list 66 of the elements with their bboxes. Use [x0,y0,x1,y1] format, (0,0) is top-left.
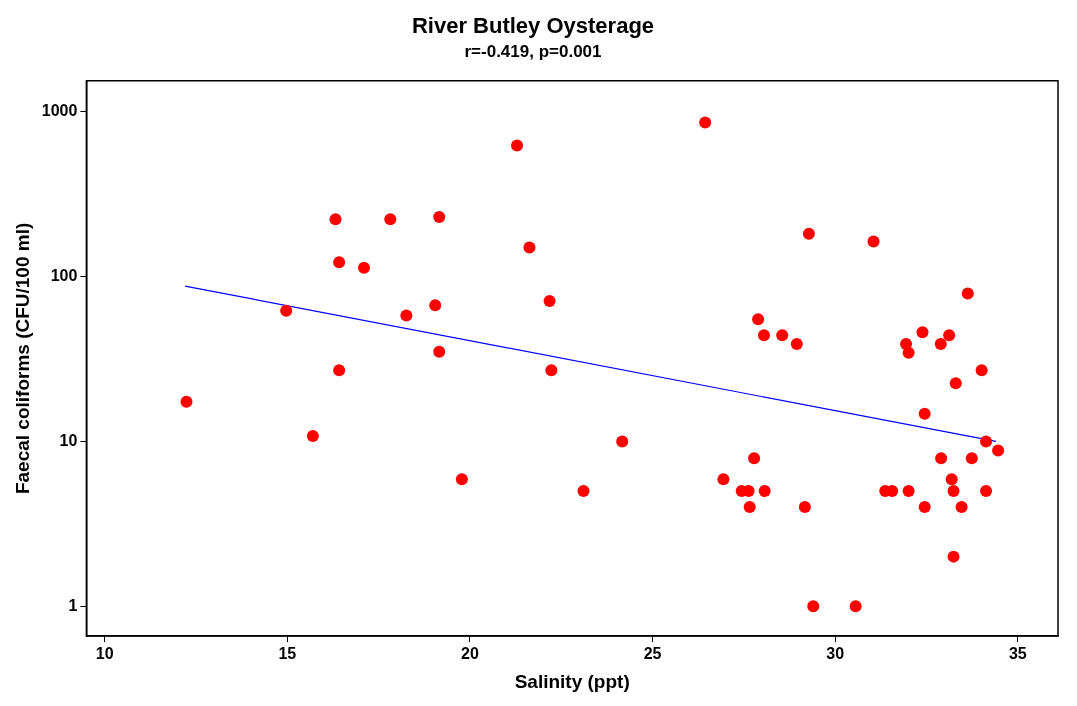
point [743,501,756,514]
point [934,337,947,350]
x-tick-label: 35 [1008,645,1027,663]
point [333,364,346,377]
point [945,473,958,486]
point [752,313,765,326]
point [802,227,815,240]
point [947,550,960,563]
point [807,600,820,613]
point [965,452,978,465]
point [329,213,342,226]
point [358,261,370,274]
point [947,485,960,498]
chart-subtitle: r=-0.419, p=0.001 [464,42,602,62]
x-tick-label: 25 [643,645,662,663]
point [980,435,993,448]
point [433,210,446,223]
point [545,364,558,377]
y-tick-label: 1000 [41,102,78,120]
point [455,473,468,486]
point [790,337,803,350]
point [699,116,712,129]
point [935,452,948,465]
x-tick-label: 15 [278,645,297,663]
y-tick-label: 1 [68,596,78,614]
chart-title: River Butley Oysterage [411,13,655,39]
x-axis-title: Salinity (ppt) [514,670,630,692]
point [798,501,811,514]
x-tick-label: 20 [461,645,479,663]
point [918,407,931,420]
point [961,287,974,300]
point [433,345,446,358]
point [918,501,931,514]
point [717,473,730,486]
point [980,485,993,498]
y-tick-label: 100 [50,266,78,284]
point [400,309,413,322]
point [616,435,629,448]
point [949,377,962,390]
point [776,329,789,342]
point [429,299,442,312]
point [511,139,524,152]
point [916,326,929,339]
point [306,429,319,442]
y-axis-title: Faecal coliforms (CFU/100 ml) [11,222,33,495]
point [955,501,968,514]
x-tick-label: 10 [95,645,114,663]
point [333,256,346,269]
point [543,295,556,308]
point [902,485,915,498]
point [902,346,915,359]
y-tick-label: 10 [59,431,78,449]
point [757,329,770,342]
point [849,600,862,613]
x-tick-label: 30 [826,645,845,663]
point [748,452,761,465]
point [867,235,880,248]
point [384,213,397,226]
point [180,395,193,408]
point [943,329,956,342]
point [577,485,590,498]
point [992,444,1005,457]
point [975,364,988,377]
point [280,304,293,317]
point [523,241,536,254]
point [758,485,771,498]
